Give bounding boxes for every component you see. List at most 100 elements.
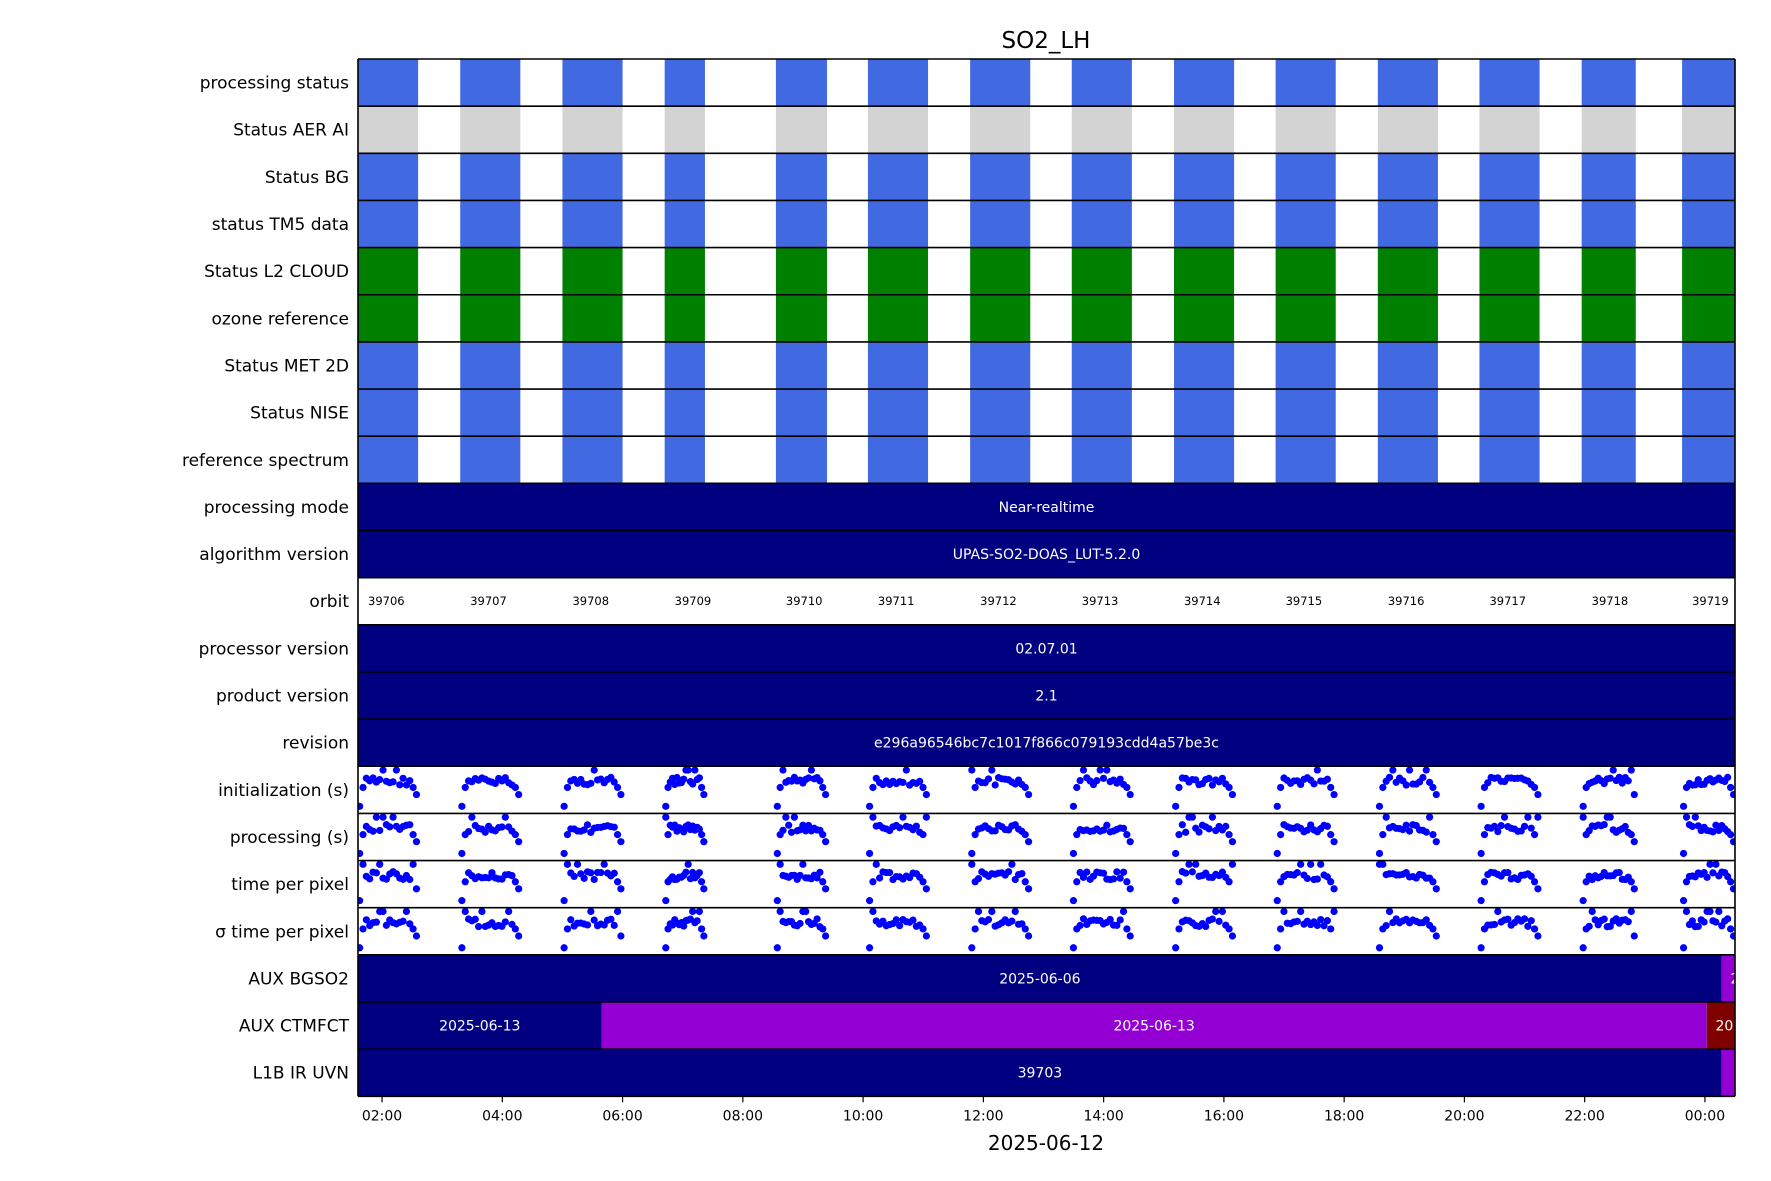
scatter-point [1385,907,1394,916]
scatter-point [785,821,793,829]
scatter-point [1530,831,1539,839]
scatter-point [1426,778,1434,786]
scatter-point [590,916,598,924]
scatter-point [471,915,479,923]
scatter-point [1297,907,1305,916]
scatter-point [807,766,816,774]
scatter-point [813,874,821,882]
scatter-point [1004,868,1013,876]
scatter-point [1419,773,1427,782]
x-tick-label: 14:00 [1083,1108,1123,1124]
status-block [1173,436,1235,484]
status-block [1479,153,1540,201]
scatter-point [1477,849,1485,858]
scatter-point [1715,907,1723,916]
scatter-point [1008,917,1016,925]
scatter-point [1069,802,1078,810]
scatter-point [1630,790,1638,799]
scatter-point [1490,822,1499,830]
status-block [358,247,419,295]
status-block [358,200,419,248]
scatter-point [379,813,387,821]
scatter-point [501,774,509,782]
status-block [970,294,1031,342]
scatter-point [813,915,821,923]
scatter-point [1172,849,1180,858]
scatter-point [1379,860,1387,868]
status-block [1071,153,1132,201]
status-block [1071,436,1132,484]
scatter-point [1630,932,1638,940]
scatter-point [563,860,572,868]
scatter-point [1477,944,1485,952]
scatter-point [1691,813,1699,821]
status-block [1071,389,1132,437]
status-block [1682,341,1735,390]
orbit-label: 39718 [1592,594,1629,608]
aux-segment [601,1002,1707,1050]
status-block [460,106,521,154]
status-block [358,389,419,437]
scatter-point [1277,878,1285,886]
scatter-point [379,907,387,916]
scatter-point [1729,838,1735,846]
scatter-point [773,944,781,952]
scatter-point [968,849,976,858]
scatter-point [1185,860,1193,868]
x-tick-label: 02:00 [362,1108,402,1124]
band-text: 02.07.01 [1015,641,1077,657]
status-block [775,389,828,437]
status-block [970,153,1031,201]
scatter-point [1729,932,1735,940]
scatter-point [1609,766,1617,774]
row-label: processing (s) [230,828,349,848]
scatter-point [1119,907,1128,916]
scatter-point [804,774,813,782]
scatter-point [1432,838,1440,846]
scatter-point [1205,774,1213,782]
band-bar [358,719,1735,767]
scatter-point [1534,885,1542,893]
status-block [775,200,828,248]
scatter-point [1079,915,1088,923]
row-label: Status MET 2D [224,356,349,376]
scatter-point [876,874,884,882]
x-tick-label: 10:00 [843,1108,883,1124]
scatter-point [1527,872,1535,880]
scatter-point [822,838,830,846]
scatter-point [1389,766,1397,774]
scatter-point [515,790,523,799]
aux-segment [1721,954,1735,1002]
scatter-point [1379,831,1387,839]
scatter-point [587,869,595,877]
x-tick-label: 12:00 [963,1108,1003,1124]
status-block [1071,341,1132,390]
scatter-point [1432,790,1440,799]
scatter-point [1182,828,1190,836]
x-tick-label: 04:00 [482,1108,522,1124]
scatter-point [1116,916,1124,924]
aux-segment-label: 2025-06 [1715,1019,1771,1035]
scatter-point [366,875,374,883]
scatter-point [1310,780,1318,788]
scatter-point [1422,828,1430,836]
status-block [562,389,623,437]
scatter-point [515,838,523,846]
scatter-point [1630,885,1638,893]
status-block [1377,341,1438,390]
scatter-point [782,813,790,821]
scatter-point [1679,897,1688,905]
row-label: processing mode [204,498,349,518]
aux-segment-label: 2025-06 [1731,971,1771,987]
scatter-point [613,783,622,792]
scatter-point [1303,826,1311,834]
scatter-point [1682,878,1691,886]
scatter-point [865,849,874,858]
scatter-point [1480,831,1489,839]
scatter-point [971,783,979,792]
scatter-point [1579,897,1587,905]
status-block [775,59,828,107]
scatter-point [396,781,404,789]
status-block [664,153,705,201]
scatter-point [1327,831,1335,839]
